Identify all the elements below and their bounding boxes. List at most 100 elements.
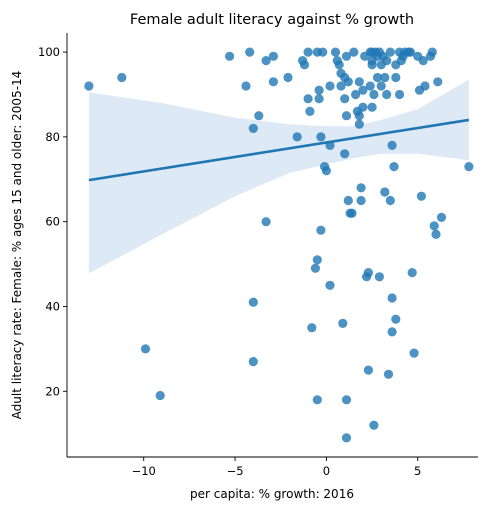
data-point bbox=[354, 119, 364, 129]
data-point bbox=[245, 47, 255, 57]
data-point bbox=[358, 102, 368, 112]
data-point bbox=[387, 140, 397, 150]
data-point bbox=[117, 72, 127, 83]
data-point bbox=[394, 89, 405, 100]
data-point bbox=[299, 60, 310, 70]
data-point bbox=[389, 162, 399, 172]
data-point bbox=[303, 47, 313, 57]
data-point bbox=[391, 72, 401, 83]
data-point bbox=[268, 77, 278, 87]
data-point bbox=[340, 149, 350, 159]
x-tick-label: 5 bbox=[414, 464, 421, 478]
data-point bbox=[354, 111, 364, 121]
data-point bbox=[305, 106, 315, 116]
data-point bbox=[363, 268, 373, 278]
data-point bbox=[310, 263, 320, 273]
x-axis-label: per capita: % growth: 2016 bbox=[190, 487, 354, 501]
data-point bbox=[330, 47, 341, 57]
data-point bbox=[316, 225, 326, 235]
plot-area bbox=[84, 47, 474, 443]
data-point bbox=[336, 81, 346, 91]
data-point bbox=[248, 357, 258, 367]
data-point bbox=[155, 390, 165, 401]
data-point bbox=[436, 212, 447, 222]
data-point bbox=[427, 47, 437, 57]
x-tick-label: −5 bbox=[227, 464, 244, 478]
x-axis-ticks: −10 −5 0 5 bbox=[132, 457, 421, 478]
data-point bbox=[341, 395, 352, 405]
data-point bbox=[341, 111, 352, 121]
data-point bbox=[369, 420, 379, 430]
data-point bbox=[312, 255, 322, 265]
data-point bbox=[356, 183, 366, 193]
data-point bbox=[380, 72, 390, 83]
data-point bbox=[385, 47, 395, 57]
data-point bbox=[303, 94, 313, 104]
data-point bbox=[363, 365, 373, 375]
data-point bbox=[367, 102, 377, 112]
data-point bbox=[354, 77, 364, 87]
data-point bbox=[248, 297, 258, 307]
data-point bbox=[387, 327, 397, 337]
data-point bbox=[321, 166, 331, 176]
data-point bbox=[382, 56, 392, 66]
data-point bbox=[343, 77, 353, 87]
data-point bbox=[340, 94, 350, 104]
confidence-band bbox=[88, 79, 469, 274]
data-point bbox=[347, 208, 357, 218]
x-tick-label: −10 bbox=[132, 464, 156, 478]
data-point bbox=[338, 318, 348, 328]
data-point bbox=[369, 89, 379, 100]
data-point bbox=[283, 72, 293, 83]
data-point bbox=[84, 81, 94, 91]
data-point bbox=[383, 369, 394, 379]
data-point bbox=[314, 85, 324, 95]
data-point bbox=[382, 89, 392, 100]
data-point bbox=[391, 314, 401, 324]
y-tick-label: 100 bbox=[38, 45, 60, 59]
data-point bbox=[349, 47, 359, 57]
data-point bbox=[351, 89, 361, 100]
data-point bbox=[316, 132, 326, 142]
y-axis-ticks: 20 40 60 80 100 bbox=[38, 45, 67, 398]
data-point bbox=[334, 60, 344, 70]
data-point bbox=[248, 123, 258, 133]
data-point bbox=[261, 217, 271, 227]
data-point bbox=[314, 94, 324, 104]
data-point bbox=[464, 162, 474, 172]
data-point bbox=[380, 187, 390, 197]
data-point bbox=[292, 132, 302, 142]
data-point bbox=[407, 268, 417, 278]
data-point bbox=[374, 272, 384, 282]
data-point bbox=[268, 51, 278, 61]
data-point bbox=[405, 47, 415, 57]
y-tick-label: 60 bbox=[45, 215, 60, 229]
data-point bbox=[365, 81, 375, 91]
x-tick-label: 0 bbox=[323, 464, 330, 478]
y-tick-label: 80 bbox=[45, 130, 60, 144]
data-point bbox=[343, 195, 353, 206]
data-point bbox=[376, 81, 386, 91]
data-point bbox=[420, 81, 430, 91]
data-point bbox=[325, 280, 335, 290]
data-point bbox=[140, 344, 151, 354]
data-point bbox=[372, 72, 383, 83]
data-point bbox=[431, 229, 441, 239]
chart-title: Female adult literacy against % growth bbox=[130, 12, 414, 28]
data-point bbox=[429, 221, 439, 231]
data-point bbox=[341, 51, 352, 61]
data-point bbox=[341, 433, 352, 443]
data-point bbox=[261, 56, 271, 66]
data-point bbox=[312, 395, 322, 405]
y-tick-label: 20 bbox=[45, 384, 60, 398]
data-point bbox=[318, 47, 328, 57]
data-point bbox=[416, 191, 426, 201]
data-point bbox=[241, 81, 251, 91]
y-axis-label: Adult literacy rate: Female: % ages 15 a… bbox=[10, 71, 24, 420]
data-point bbox=[254, 111, 264, 121]
regression-line bbox=[88, 118, 470, 182]
data-point bbox=[418, 56, 428, 66]
scatter-points bbox=[84, 47, 474, 443]
data-point bbox=[307, 323, 317, 333]
data-point bbox=[358, 85, 368, 95]
